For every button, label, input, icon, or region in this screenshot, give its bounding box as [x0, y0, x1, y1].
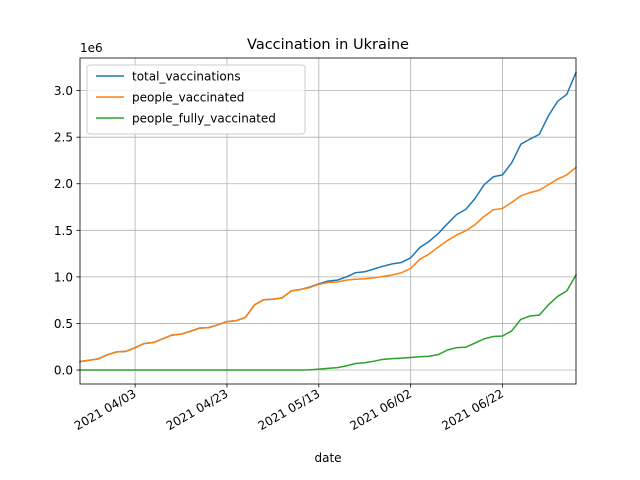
series-lines: [79, 71, 578, 371]
series-line-people-vaccinated: [79, 166, 578, 363]
y-tick-label: 1.0: [54, 270, 73, 284]
y-tick-label: 2.5: [54, 131, 73, 145]
y-tick-label: 0.0: [54, 364, 73, 378]
legend-label: total_vaccinations: [132, 70, 241, 84]
x-axis-label: date: [314, 451, 341, 465]
y-tick-label: 0.5: [54, 317, 73, 331]
y-tick-label: 1.5: [54, 224, 73, 238]
plot-frame: [79, 57, 577, 385]
legend-label: people_vaccinated: [132, 91, 244, 105]
legend: total_vaccinations people_vaccinatedpeopl…: [86, 64, 306, 135]
legend-box: [86, 64, 306, 135]
legend-label: people_fully_vaccinated: [132, 112, 276, 126]
y-axis-offset-label: 1e6: [80, 41, 103, 55]
y-tick-label: 3.0: [54, 84, 73, 98]
y-tick-label: 2.0: [54, 177, 73, 191]
grid-lines: [80, 58, 576, 384]
chart-title: Vaccination in Ukraine: [247, 37, 409, 53]
series-line-people-fully-vaccinated: [79, 273, 578, 371]
